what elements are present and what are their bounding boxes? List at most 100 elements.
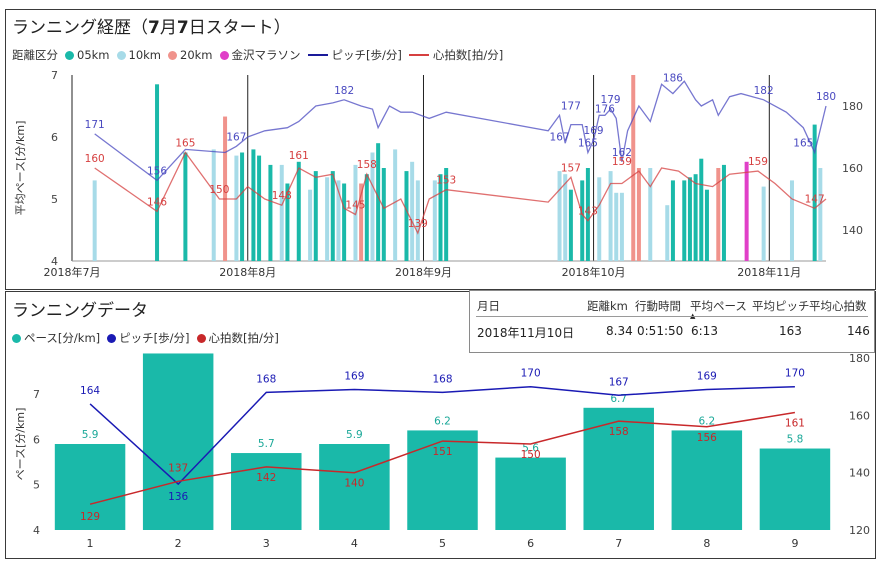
legend-hr2-dot	[196, 333, 206, 343]
history-bar-10km	[415, 180, 420, 261]
history-bar-10km	[410, 161, 415, 261]
card-value-avg-pitch: 163	[779, 324, 802, 338]
history-bar-20km	[223, 116, 228, 261]
history-bar-10km	[211, 149, 216, 261]
legend-10km-label: 10km	[128, 48, 162, 62]
run-hr-line-label: 161	[785, 417, 805, 429]
run-x-tick: 7	[615, 537, 622, 550]
history-bar-10km	[308, 189, 313, 261]
history-hr-line-label: 165	[175, 138, 195, 150]
run-pace-bar	[54, 444, 126, 530]
history-y-axis-label: 平均ペース[分/km]	[14, 121, 27, 216]
history-pitch-line-label: 186	[663, 72, 683, 84]
legend-item-pitch2[interactable]: ピッチ[歩/分]	[107, 330, 190, 346]
legend-item-hr[interactable]: 心拍数[拍/分]	[408, 47, 504, 63]
run-pace-bar	[759, 448, 831, 530]
run-hr-line	[89, 411, 796, 505]
card-value-duration: 0:51:50	[637, 324, 684, 338]
legend-10km-dot	[116, 50, 126, 60]
run-pitch-line-label: 167	[609, 376, 629, 388]
history-y2-tick: 160	[842, 162, 863, 175]
history-bar-10km	[619, 192, 624, 261]
history-pitch-line-label: 171	[85, 119, 105, 131]
run-data-legend: ペース[分/km] ピッチ[歩/分] 心拍数[拍/分]	[12, 330, 286, 346]
history-y-tick: 6	[51, 131, 58, 144]
history-hr-line-label: 160	[85, 153, 105, 165]
legend-item-pitch[interactable]: ピッチ[歩/分]	[307, 47, 402, 63]
run-pace-bar	[231, 453, 302, 530]
history-hr-line-label: 158	[357, 159, 377, 171]
legend-item-hr2[interactable]: 心拍数[拍/分]	[196, 330, 279, 346]
run-pitch-line	[89, 385, 795, 486]
history-bar-05km	[183, 152, 188, 261]
legend-item-20km[interactable]: 20km	[168, 48, 213, 62]
history-bar-10km	[92, 180, 97, 261]
history-pitch-line-label: 182	[334, 85, 354, 97]
legend-item-05km[interactable]: 05km	[65, 48, 110, 62]
history-hr-line-label: 147	[805, 193, 825, 205]
history-bar-05km	[257, 155, 262, 261]
history-bar-10km	[393, 149, 398, 261]
run-pitch-line-label: 168	[256, 373, 276, 385]
history-bar-10km	[325, 177, 330, 261]
card-divider	[476, 316, 868, 317]
run-detail-card: 月日 距離km 行動時間 平均ペース ▲ 平均ピッチ 平均心拍数 2018年11…	[469, 290, 875, 353]
legend-hr-label: 心拍数[拍/分]	[432, 48, 504, 62]
run-pace-label: 6.2	[698, 415, 715, 427]
run-data-chart: ペース[分/km] 4 5 6 7 120 140 160 180 5.9 1 2 5.7 3 5.9 4 6.…	[14, 352, 870, 550]
run-pace-label: 5.8	[787, 434, 804, 446]
card-header-duration[interactable]: 行動時間	[635, 299, 681, 313]
run-pace-label: 6.2	[434, 415, 451, 427]
card-header-avg-hr[interactable]: 平均心拍数	[809, 299, 867, 313]
history-pitch-line-label: 179	[601, 94, 621, 106]
history-bar-05km	[687, 177, 692, 261]
run-hr-line-label: 158	[609, 426, 629, 438]
legend-05km-label: 05km	[77, 48, 110, 62]
run-hr-line-label: 140	[344, 478, 364, 490]
legend-pace-label: ペース[分/km]	[24, 331, 101, 345]
history-bar-05km	[693, 174, 698, 261]
card-header-date[interactable]: 月日	[477, 299, 500, 313]
legend-pitch2-dot	[107, 333, 117, 343]
history-pitch-line-label: 180	[816, 91, 836, 103]
run-y2-tick: 180	[849, 352, 870, 365]
history-bar-10km	[370, 152, 375, 261]
history-bar-05km	[721, 164, 726, 261]
history-y-tick: 5	[51, 193, 58, 206]
history-pitch-line-label: 156	[147, 165, 167, 177]
run-pitch-line-label: 170	[785, 368, 805, 380]
run-y-tick: 4	[33, 524, 40, 537]
run-pitch-line-label: 169	[697, 371, 717, 383]
history-hr-line-label: 161	[289, 150, 309, 162]
history-x-tick: 2018年10月	[562, 265, 626, 279]
card-header-distance[interactable]: 距離km	[587, 299, 628, 313]
card-header-avg-pace[interactable]: 平均ペース	[690, 299, 747, 313]
legend-item-marathon[interactable]: 金沢マラソン	[219, 47, 301, 63]
history-x-tick: 2018年7月	[44, 265, 101, 279]
legend-item-10km[interactable]: 10km	[116, 48, 162, 62]
history-pitch-line-label: 167	[226, 131, 246, 143]
run-pace-label: 6.7	[610, 393, 627, 405]
run-hr-line-label: 156	[697, 432, 717, 444]
history-bar-05km	[812, 124, 817, 261]
legend-item-pace[interactable]: ペース[分/km]	[12, 330, 100, 346]
history-hr-line-label: 157	[561, 162, 581, 174]
history-bar-05km	[296, 161, 301, 261]
run-hr-line-label: 137	[168, 462, 188, 474]
history-bar-10km	[597, 177, 602, 261]
run-pace-label: 5.6	[522, 443, 539, 455]
run-y2-tick: 160	[849, 409, 870, 422]
history-bar-20km	[716, 168, 721, 261]
history-hr-line-label: 159	[748, 156, 768, 168]
history-bar-05km	[438, 174, 443, 261]
run-x-tick: 6	[527, 537, 534, 550]
legend-20km-dot	[168, 50, 177, 60]
history-pitch-line-label: 169	[584, 125, 604, 137]
run-pitch-line-label: 164	[80, 385, 100, 397]
history-hr-line-label: 139	[408, 218, 428, 230]
run-x-tick: 8	[703, 537, 710, 550]
card-header-avg-pitch[interactable]: 平均ピッチ	[752, 299, 810, 313]
run-pitch-line-label: 170	[521, 368, 541, 380]
card-value-distance: 8.34	[606, 324, 633, 338]
history-panel: ランニング経歴（7月7日スタート） 距離区分 05km 10km 20km 金沢…	[5, 9, 876, 290]
